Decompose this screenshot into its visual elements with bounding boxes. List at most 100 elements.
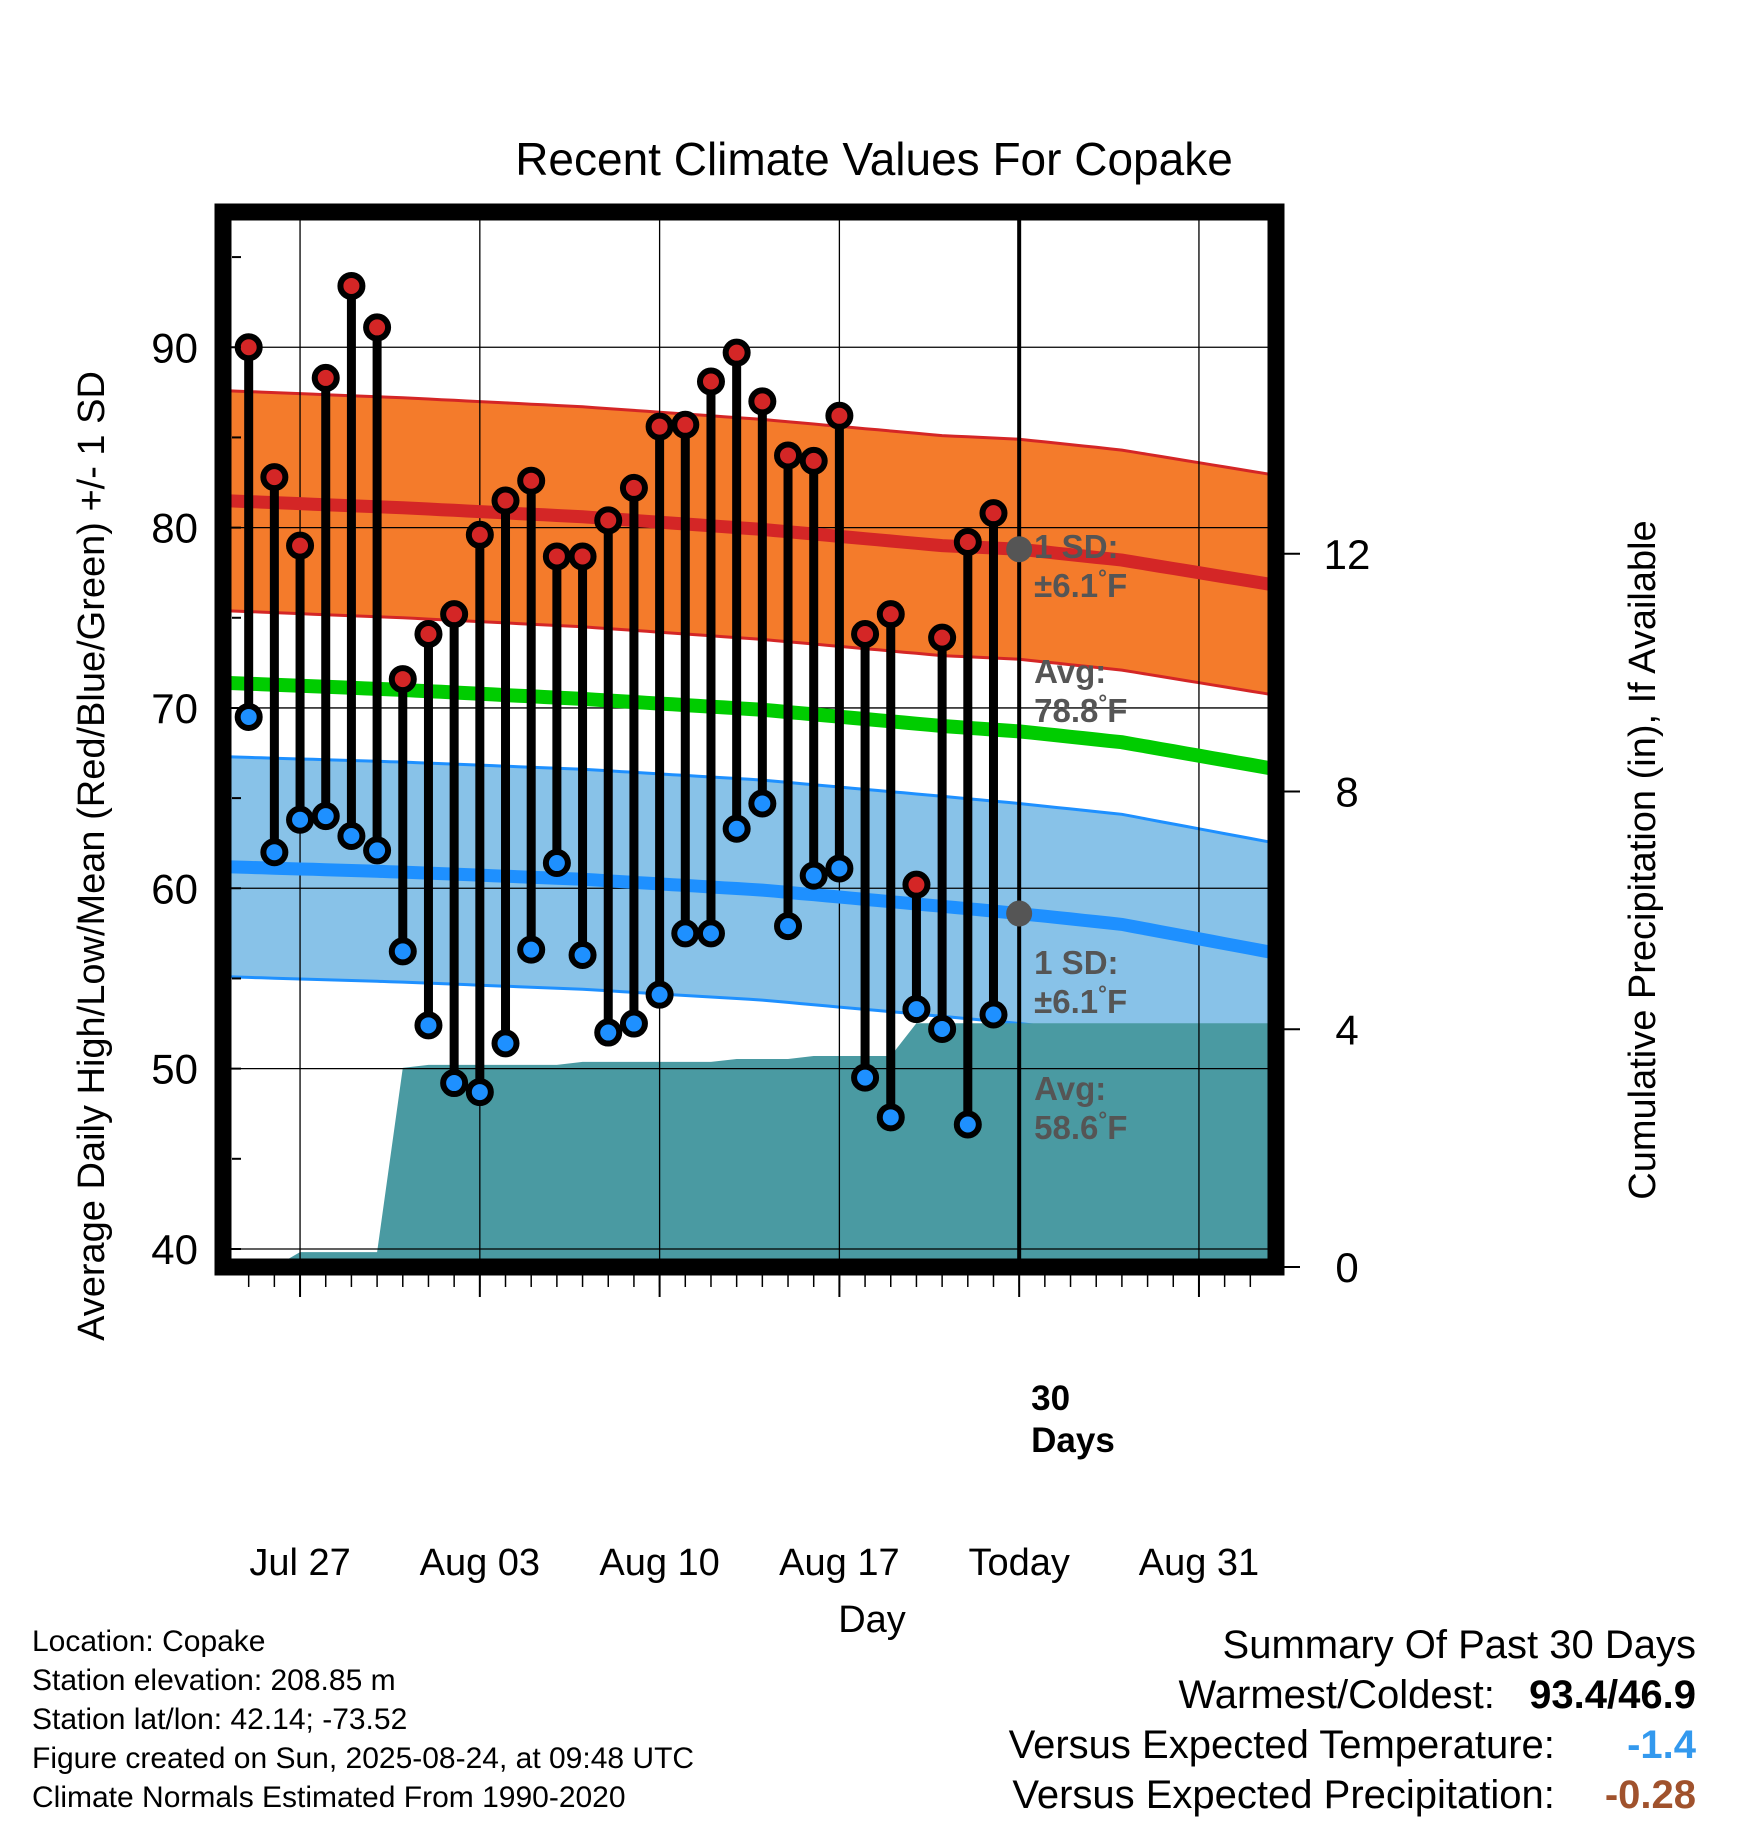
summary-warmest-label: Warmest/Coldest:: [1178, 1673, 1495, 1717]
low-temp-point: [542, 849, 571, 878]
low-temp-point: [774, 912, 803, 941]
low-temp-point: [465, 1078, 494, 1107]
info-normals: Climate Normals Estimated From 1990-2020: [32, 1781, 626, 1814]
low-temp-point: [979, 1000, 1008, 1029]
chart-title: Recent Climate Values For Copake: [515, 133, 1233, 185]
high-sd-lower-line: [223, 609, 1276, 697]
low-temp-point: [645, 980, 674, 1009]
x-tick-label: Aug 10: [599, 1542, 719, 1584]
today-low-avg-dot: [1006, 900, 1033, 927]
summary-precip-row: Versus Expected Precipitation: -0.28: [1009, 1770, 1696, 1820]
summary-precip-value: -0.28: [1604, 1773, 1696, 1817]
y2-tick-label: 0: [1335, 1244, 1358, 1291]
x-tick-label: Today: [968, 1542, 1069, 1584]
high-temp-point: [363, 313, 392, 342]
high-temp-point: [311, 363, 340, 392]
low-temp-point: [440, 1069, 469, 1098]
low-temp-point: [388, 937, 417, 966]
low-temp-point: [902, 995, 931, 1024]
high-temp-point: [671, 410, 700, 439]
high-temp-point: [774, 441, 803, 470]
low-temp-point: [337, 821, 366, 850]
high-sd-band: [223, 390, 1276, 696]
low-temp-point: [234, 702, 263, 731]
high-temp-point: [902, 870, 931, 899]
low-temp-point: [594, 1018, 623, 1047]
x-axis-label: Day: [838, 1599, 906, 1641]
high-temp-point: [594, 506, 623, 535]
high-temp-point: [953, 528, 982, 557]
plot-frame: [214, 203, 1285, 1276]
y-tick-label: 60: [151, 865, 198, 912]
low-temp-point: [928, 1014, 957, 1043]
y-tick-label: 70: [151, 685, 198, 732]
low-temp-point: [363, 836, 392, 865]
y-tick-label: 80: [151, 505, 198, 552]
low-temp-point: [517, 935, 546, 964]
high-temp-point: [722, 338, 751, 367]
summary-panel: Summary Of Past 30 Days Warmest/Coldest:…: [1009, 1620, 1696, 1820]
summary-warmest-value: 93.4/46.9: [1529, 1673, 1696, 1717]
high-temp-point: [979, 499, 1008, 528]
high-temp-point: [465, 520, 494, 549]
x-tick-label: Aug 17: [779, 1542, 899, 1584]
today-days-label-number: 30: [1031, 1379, 1070, 1418]
info-elevation: Station elevation: 208.85 m: [32, 1664, 396, 1697]
low-temp-point: [748, 789, 777, 818]
high-avg-value: 78.8°F: [1034, 690, 1127, 729]
low-temp-point: [491, 1029, 520, 1058]
low-sd-label: 1 SD:: [1034, 944, 1118, 981]
high-temp-point: [568, 542, 597, 571]
high-temp-point: [440, 600, 469, 629]
low-sd-band: [223, 756, 1276, 1064]
low-avg-label: Avg:: [1034, 1070, 1106, 1107]
info-latlon: Station lat/lon: 42.14; -73.52: [32, 1703, 408, 1736]
y2-axis-label: Cumulative Precipitation (in), If Availa…: [1622, 520, 1664, 1199]
high-temp-point: [388, 665, 417, 694]
high-temp-point: [337, 271, 366, 300]
today-days-label-word: Days: [1031, 1421, 1115, 1460]
high-temp-point: [876, 600, 905, 629]
low-temp-point: [260, 838, 289, 867]
low-temp-point: [799, 861, 828, 890]
high-normal-line: [223, 494, 1276, 592]
x-tick-label: Aug 31: [1139, 1542, 1259, 1584]
summary-temp-label: Versus Expected Temperature:: [1008, 1723, 1555, 1767]
y-tick-label: 90: [151, 324, 198, 371]
low-temp-point: [286, 805, 315, 834]
low-temp-point: [876, 1103, 905, 1132]
low-temp-point: [722, 814, 751, 843]
low-temp-point: [696, 919, 725, 948]
y2-tick-label: 4: [1335, 1006, 1358, 1053]
station-info: Location: Copake Station elevation: 208.…: [32, 1622, 694, 1817]
y-tick-label: 40: [151, 1226, 198, 1273]
high-avg-label: Avg:: [1034, 653, 1106, 690]
summary-temp-value: -1.4: [1627, 1723, 1696, 1767]
y-tick-label: 50: [151, 1046, 198, 1093]
y2-tick-label: 12: [1324, 531, 1371, 578]
high-temp-point: [748, 387, 777, 416]
x-tick-label: Aug 03: [420, 1542, 540, 1584]
high-sd-label: 1 SD:: [1034, 528, 1118, 565]
low-temp-point: [953, 1110, 982, 1139]
high-temp-point: [696, 367, 725, 396]
high-temp-point: [286, 531, 315, 560]
summary-temp-row: Versus Expected Temperature: -1.4: [1009, 1720, 1696, 1770]
high-temp-point: [928, 623, 957, 652]
low-avg-value: 58.6°F: [1034, 1107, 1127, 1146]
high-temp-point: [645, 412, 674, 441]
low-temp-point: [568, 941, 597, 970]
low-temp-point: [414, 1011, 443, 1040]
high-temp-point: [260, 463, 289, 492]
today-high-avg-dot: [1006, 536, 1033, 563]
high-temp-point: [491, 486, 520, 515]
high-temp-point: [414, 620, 443, 648]
y2-tick-label: 8: [1335, 769, 1358, 816]
info-created: Figure created on Sun, 2025-08-24, at 09…: [32, 1742, 695, 1775]
high-temp-point: [851, 620, 880, 648]
high-sd-value: ±6.1°F: [1034, 565, 1127, 604]
high-temp-point: [799, 446, 828, 475]
x-tick-label: Jul 27: [249, 1542, 350, 1584]
